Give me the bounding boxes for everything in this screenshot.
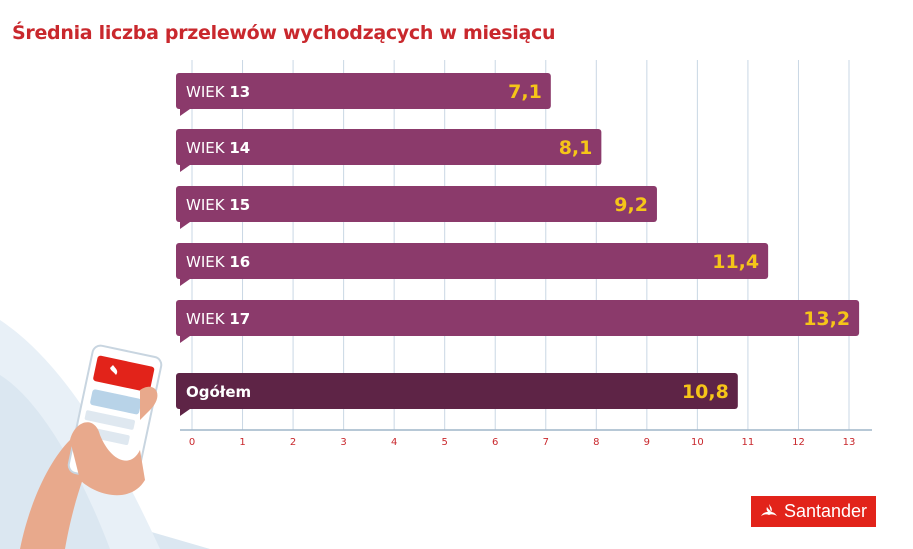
- category-prefix: WIEK: [186, 253, 229, 271]
- phone-hand-illustration: [0, 320, 210, 549]
- bar-tail: [180, 222, 190, 229]
- bar-tail: [180, 336, 190, 343]
- bar-group: WIEK 16 11,4: [176, 243, 769, 286]
- category-number: 15: [229, 196, 250, 214]
- value-label: 13,2: [803, 308, 850, 330]
- flame-icon: [760, 503, 777, 516]
- santander-logo: Santander: [751, 496, 876, 527]
- category-prefix: WIEK: [186, 139, 229, 157]
- category-label: WIEK 17: [186, 310, 250, 328]
- bar-group: WIEK 15 9,2: [176, 186, 657, 229]
- bar-tail: [180, 165, 190, 172]
- value-label: 10,8: [682, 381, 729, 403]
- category-number: Ogółem: [186, 383, 251, 401]
- category-prefix: WIEK: [186, 310, 229, 328]
- logo-text: Santander: [783, 501, 868, 521]
- x-tick-label: 11: [742, 437, 755, 448]
- x-tick-label: 0: [189, 437, 195, 448]
- bar-group: WIEK 14 8,1: [176, 129, 602, 172]
- category-number: 17: [229, 310, 250, 328]
- x-tick-label: 7: [543, 437, 549, 448]
- bar-group: Ogółem 10,8: [176, 373, 738, 416]
- category-number: 14: [229, 139, 250, 157]
- chart-title: Średnia liczba przelewów wychodzących w …: [12, 22, 556, 44]
- x-tick-label: 8: [593, 437, 599, 448]
- x-axis: 0 1 2 3 4 5 6 7 8 9 10 11 12 13: [180, 429, 872, 448]
- bar: [176, 186, 657, 222]
- bars: WIEK 13 7,1 WIEK 14 8,1 WIEK 15 9,2 WIEK 16 11,…: [176, 73, 860, 416]
- category-number: 16: [229, 253, 250, 271]
- bar-tail: [180, 279, 190, 286]
- category-label: Ogółem: [186, 383, 251, 401]
- x-tick-label: 1: [239, 437, 245, 448]
- bar: [176, 300, 860, 336]
- category-number: 13: [229, 83, 250, 101]
- bar-group: WIEK 17 13,2: [176, 300, 860, 343]
- value-label: 7,1: [508, 81, 542, 103]
- value-label: 11,4: [712, 251, 759, 273]
- x-tick-label: 13: [843, 437, 856, 448]
- category-label: WIEK 15: [186, 196, 250, 214]
- x-tick-label: 6: [492, 437, 498, 448]
- category-label: WIEK 13: [186, 83, 250, 101]
- category-prefix: WIEK: [186, 196, 229, 214]
- bar-tail: [180, 109, 190, 116]
- bar: [176, 73, 551, 109]
- value-label: 8,1: [559, 137, 593, 159]
- bar: [176, 243, 769, 279]
- x-tick-label: 9: [644, 437, 650, 448]
- x-tick-label: 3: [340, 437, 346, 448]
- category-prefix: WIEK: [186, 83, 229, 101]
- bar: [176, 373, 738, 409]
- x-tick-label: 12: [792, 437, 805, 448]
- category-label: WIEK 14: [186, 139, 250, 157]
- bar-tail: [180, 409, 190, 416]
- category-label: WIEK 16: [186, 253, 250, 271]
- x-tick-label: 2: [290, 437, 296, 448]
- x-tick-label: 5: [442, 437, 448, 448]
- value-label: 9,2: [614, 194, 648, 216]
- x-tick-label: 10: [691, 437, 704, 448]
- x-tick-label: 4: [391, 437, 397, 448]
- bar: [176, 129, 602, 165]
- bar-group: WIEK 13 7,1: [176, 73, 551, 116]
